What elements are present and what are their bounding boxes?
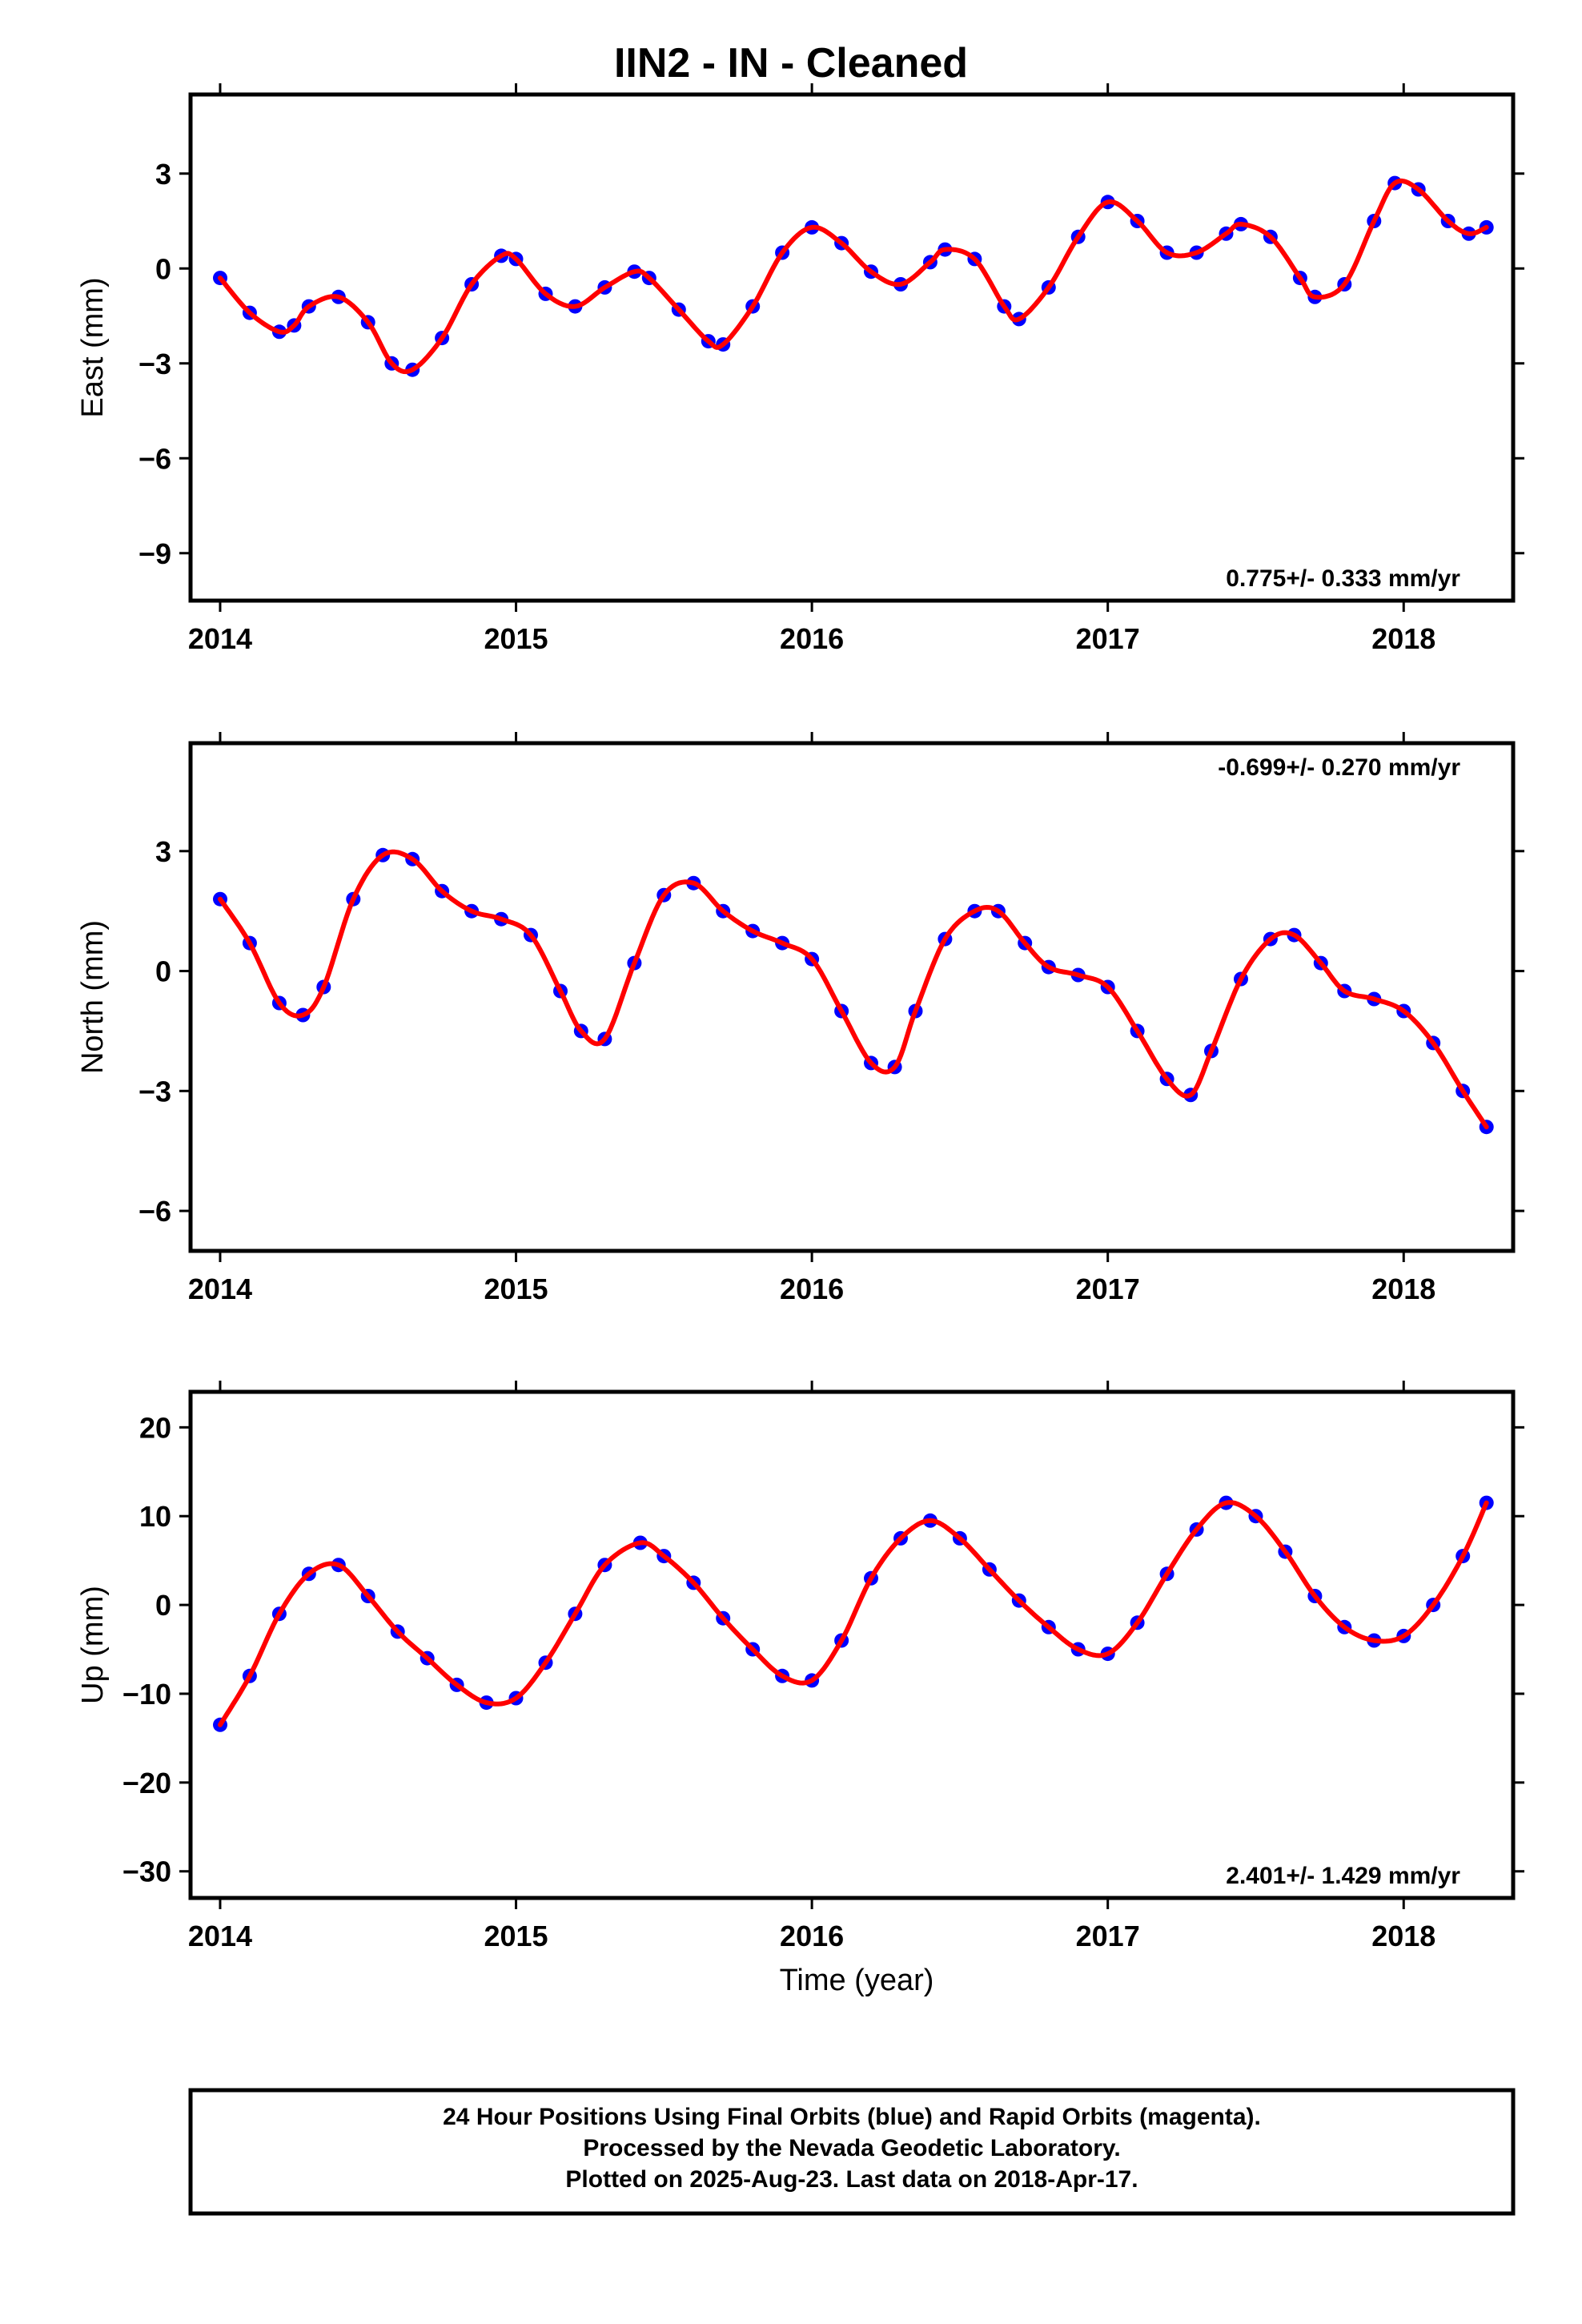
up-x-tick-label: 2017 xyxy=(1076,1920,1140,1952)
north-y-tick-label: 3 xyxy=(155,835,171,868)
east-fit-line xyxy=(218,178,1489,375)
east-y-tick-label: −6 xyxy=(139,442,171,475)
up-x-tick-label: 2014 xyxy=(188,1920,252,1952)
up-y-tick-label: −20 xyxy=(122,1767,171,1799)
up-y-tick-label: 10 xyxy=(139,1500,171,1533)
up-y-tick-label: −30 xyxy=(122,1856,171,1888)
east-x-tick-label: 2015 xyxy=(484,622,548,655)
north-fit-line xyxy=(218,849,1489,1130)
east-x-tick-label: 2016 xyxy=(780,622,844,655)
up-x-tick-label: 2018 xyxy=(1371,1920,1435,1952)
up-y-tick-label: 20 xyxy=(139,1411,171,1444)
east-x-tick-label: 2014 xyxy=(188,622,252,655)
east-x-tick-label: 2017 xyxy=(1076,622,1140,655)
east-frame xyxy=(188,92,1516,603)
footer-line-3: Plotted on 2025-Aug-23. Last data on 201… xyxy=(565,2166,1138,2193)
up-x-tick-label: 2015 xyxy=(484,1920,548,1952)
north-x-tick-label: 2018 xyxy=(1371,1273,1435,1305)
up-fit xyxy=(218,1500,1489,1727)
east-y-axis-label: East (mm) xyxy=(76,277,110,417)
north-y-tick-label: −3 xyxy=(139,1075,171,1108)
up-y-axis-label: Up (mm) xyxy=(76,1586,110,1704)
north-x-tick-label: 2014 xyxy=(188,1273,252,1305)
north-x-tick-label: 2017 xyxy=(1076,1273,1140,1305)
north-y-tick-label: 0 xyxy=(155,955,171,988)
north-y-axis-label: North (mm) xyxy=(76,920,110,1074)
footer-line-1: 24 Hour Positions Using Final Orbits (bl… xyxy=(443,2104,1261,2130)
up-frame xyxy=(188,1389,1516,1900)
east-panel: 2014 2015 2016 2017 2018 −9 −6 −3 0 3 East (mm) 0.7… xyxy=(76,83,1524,655)
north-x-tick-label: 2016 xyxy=(780,1273,844,1305)
east-y-tick-label: 3 xyxy=(155,158,171,191)
north-y-tick-label: −6 xyxy=(139,1195,171,1228)
x-axis-label: Time (year) xyxy=(780,1964,934,1997)
north-panel: 2014 2015 2016 2017 2018 −6 −3 0 3 North (mm) -0.6… xyxy=(76,732,1524,1305)
north-frame xyxy=(188,741,1516,1253)
up-rate-label: 2.401+/- 1.429 mm/yr xyxy=(1226,1863,1460,1889)
footer-line-2: Processed by the Nevada Geodetic Laborat… xyxy=(583,2135,1120,2161)
east-fit xyxy=(218,178,1489,375)
east-x-tick-label: 2018 xyxy=(1371,622,1435,655)
up-x-tick-label: 2016 xyxy=(780,1920,844,1952)
up-y-tick-label: 0 xyxy=(155,1589,171,1622)
up-panel: 2014 2015 2016 2017 2018 −30 −20 −10 0 10 20 Up (mm… xyxy=(76,1381,1524,1952)
north-points xyxy=(213,847,1494,1135)
east-y-tick-label: −3 xyxy=(139,348,171,380)
north-x-tick-label: 2015 xyxy=(484,1273,548,1305)
north-rate-label: -0.699+/- 0.270 mm/yr xyxy=(1218,754,1460,781)
north-fit xyxy=(218,849,1489,1130)
figure-title: IIN2 - IN - Cleaned xyxy=(614,40,968,86)
east-y-tick-label: 0 xyxy=(155,252,171,285)
east-y-tick-label: −9 xyxy=(139,537,171,570)
east-rate-label: 0.775+/- 0.333 mm/yr xyxy=(1226,565,1460,592)
up-fit-line xyxy=(218,1500,1489,1727)
footer-box: 24 Hour Positions Using Final Orbits (bl… xyxy=(188,2088,1516,2216)
up-y-tick-label: −10 xyxy=(122,1678,171,1711)
